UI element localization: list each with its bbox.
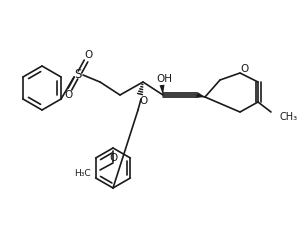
Polygon shape [196,92,205,98]
Text: S: S [74,68,82,82]
Polygon shape [159,85,165,95]
Text: O: O [240,64,248,74]
Text: O: O [84,50,92,60]
Text: CH₃: CH₃ [279,112,297,122]
Text: O: O [64,90,72,100]
Text: OH: OH [156,74,172,84]
Text: H₃C: H₃C [74,169,91,179]
Text: O: O [139,96,147,106]
Text: O: O [109,153,117,163]
